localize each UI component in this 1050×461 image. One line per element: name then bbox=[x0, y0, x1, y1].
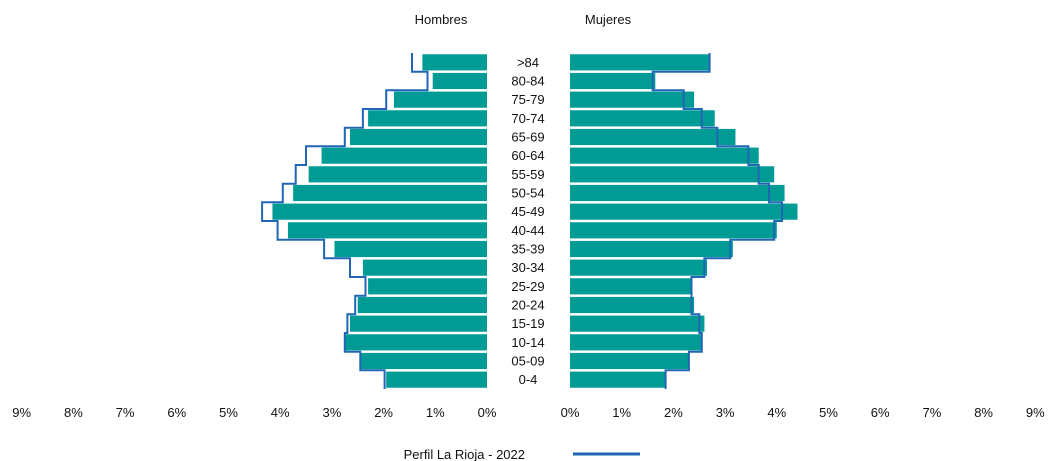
bar-mujeres-10-14 bbox=[570, 334, 702, 351]
age-group-label: 80-84 bbox=[511, 74, 544, 89]
x-tick-right: 2% bbox=[664, 405, 683, 420]
bar-hombres-15-19 bbox=[349, 315, 487, 332]
bar-hombres-55-59 bbox=[308, 166, 487, 183]
male-bars bbox=[272, 54, 487, 388]
bar-hombres-0-4 bbox=[386, 371, 487, 388]
bar-hombres-80-84 bbox=[432, 72, 487, 90]
x-tick-right: 5% bbox=[819, 405, 838, 420]
x-tick-right: 4% bbox=[767, 405, 786, 420]
bar-mujeres-55-59 bbox=[570, 166, 775, 183]
bar-hombres-30-34 bbox=[362, 259, 487, 276]
bar-mujeres-65-69 bbox=[570, 128, 736, 146]
bar-hombres-45-49 bbox=[272, 203, 487, 220]
bar-mujeres-70-74 bbox=[570, 110, 715, 127]
age-group-label: 55-59 bbox=[511, 167, 544, 182]
bar-hombres->84 bbox=[422, 54, 487, 71]
age-group-label: 30-34 bbox=[511, 260, 544, 275]
bar-mujeres-0-4 bbox=[570, 371, 666, 388]
bar-mujeres-35-39 bbox=[570, 240, 733, 258]
bar-hombres-40-44 bbox=[287, 222, 487, 239]
bar-mujeres-05-09 bbox=[570, 352, 689, 370]
x-tick-left: 2% bbox=[374, 405, 393, 420]
x-tick-left: 6% bbox=[167, 405, 186, 420]
x-tick-left: 9% bbox=[12, 405, 31, 420]
x-tick-left: 4% bbox=[271, 405, 290, 420]
profile-lines bbox=[261, 53, 783, 389]
x-tick-right: 1% bbox=[612, 405, 631, 420]
panel-title-mujeres: Mujeres bbox=[585, 12, 632, 27]
age-group-label: 40-44 bbox=[511, 223, 544, 238]
x-tick-right: 8% bbox=[974, 405, 993, 420]
age-group-label: 70-74 bbox=[511, 111, 544, 126]
age-group-label: >84 bbox=[517, 55, 539, 70]
x-tick-right: 0% bbox=[561, 405, 580, 420]
age-group-label: 0-4 bbox=[519, 372, 538, 387]
age-group-label: 35-39 bbox=[511, 242, 544, 257]
x-tick-left: 5% bbox=[219, 405, 238, 420]
x-tick-left: 8% bbox=[64, 405, 83, 420]
x-tick-left: 7% bbox=[116, 405, 135, 420]
x-tick-right: 3% bbox=[716, 405, 735, 420]
profile-line-mujeres bbox=[651, 53, 783, 389]
bar-mujeres->84 bbox=[570, 54, 710, 71]
bar-hombres-50-54 bbox=[293, 184, 487, 202]
x-axis-ticks: 9% 8% 7% 6% 5% 4% 3% 2% 1% 0% 0% 1% 2% 3% 4% 5% 6% 7% 8% 9% bbox=[12, 405, 1045, 420]
bar-mujeres-45-49 bbox=[570, 203, 798, 220]
age-group-label: 15-19 bbox=[511, 316, 544, 331]
age-group-label: 25-29 bbox=[511, 279, 544, 294]
bar-mujeres-75-79 bbox=[570, 91, 695, 108]
bar-hombres-25-29 bbox=[368, 278, 487, 295]
age-group-label: 45-49 bbox=[511, 204, 544, 219]
bar-hombres-20-24 bbox=[357, 296, 487, 314]
profile-line-hombres bbox=[261, 53, 429, 389]
x-tick-left: 1% bbox=[426, 405, 445, 420]
age-group-label: 20-24 bbox=[511, 298, 544, 313]
age-group-label: 65-69 bbox=[511, 130, 544, 145]
age-group-label: 50-54 bbox=[511, 186, 544, 201]
x-tick-left: 3% bbox=[323, 405, 342, 420]
x-tick-right: 6% bbox=[871, 405, 890, 420]
age-group-label: 75-79 bbox=[511, 92, 544, 107]
panel-title-hombres: Hombres bbox=[415, 12, 468, 27]
bar-mujeres-15-19 bbox=[570, 315, 705, 332]
bar-mujeres-80-84 bbox=[570, 72, 656, 90]
female-bars bbox=[570, 54, 798, 388]
bar-mujeres-60-64 bbox=[570, 147, 759, 164]
bar-hombres-60-64 bbox=[321, 147, 487, 164]
age-group-label: 05-09 bbox=[511, 354, 544, 369]
x-tick-right: 9% bbox=[1026, 405, 1045, 420]
age-group-label: 10-14 bbox=[511, 335, 544, 350]
bar-hombres-65-69 bbox=[349, 128, 487, 146]
bar-hombres-10-14 bbox=[344, 334, 487, 351]
bar-mujeres-30-34 bbox=[570, 259, 708, 276]
bar-hombres-70-74 bbox=[368, 110, 487, 127]
bar-mujeres-50-54 bbox=[570, 184, 785, 202]
bar-hombres-05-09 bbox=[360, 352, 487, 370]
x-tick-right: 7% bbox=[923, 405, 942, 420]
bar-mujeres-20-24 bbox=[570, 296, 695, 314]
bar-mujeres-40-44 bbox=[570, 222, 777, 239]
bar-hombres-75-79 bbox=[393, 91, 487, 108]
x-tick-left: 0% bbox=[478, 405, 497, 420]
age-group-label: 60-64 bbox=[511, 148, 544, 163]
legend-label: Perfil La Rioja - 2022 bbox=[404, 447, 525, 461]
bar-hombres-35-39 bbox=[334, 240, 487, 258]
bar-mujeres-25-29 bbox=[570, 278, 692, 295]
age-group-labels: 0-4 05-09 10-14 15-19 20-24 25-29 30-34 35-39 40… bbox=[511, 55, 544, 387]
